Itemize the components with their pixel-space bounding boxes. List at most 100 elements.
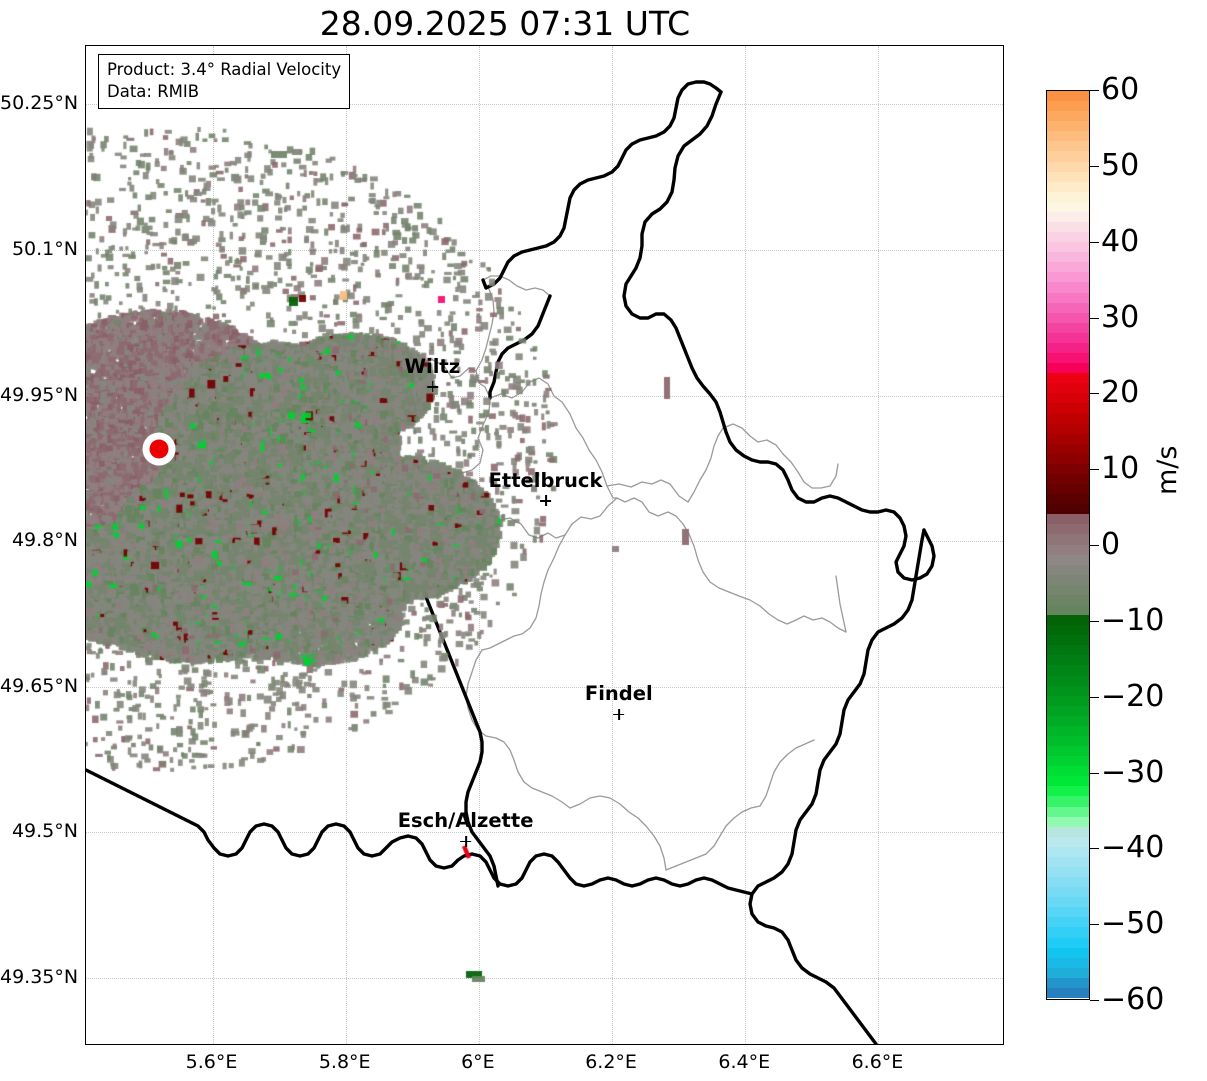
info-product-line: Product: 3.4° Radial Velocity <box>107 60 342 79</box>
colorbar-band <box>1047 383 1089 394</box>
colorbar-band <box>1047 282 1089 293</box>
colorbar-band <box>1047 443 1089 454</box>
colorbar-band <box>1047 151 1089 162</box>
colorbar-tick-label-4: 20 <box>1101 375 1140 411</box>
colorbar-tick-label-5: 10 <box>1101 451 1140 487</box>
y-axis-tick-5: 49.5°N <box>11 820 78 843</box>
colorbar-tick-mark <box>1090 469 1099 471</box>
colorbar-band <box>1047 574 1089 585</box>
colorbar-band <box>1047 977 1089 988</box>
x-axis-tick-5: 6.6°E <box>851 1051 904 1073</box>
colorbar-band <box>1047 786 1089 797</box>
colorbar-tick-label-8: −20 <box>1101 678 1165 714</box>
x-axis-tick-2: 6°E <box>461 1051 495 1073</box>
y-axis-tick-4: 49.65°N <box>0 674 79 697</box>
colorbar-band <box>1047 544 1089 555</box>
city-label-findel: Findel <box>585 684 653 720</box>
colorbar-tick-mark <box>1090 924 1099 926</box>
colorbar-band <box>1047 201 1089 212</box>
colorbar-band <box>1047 101 1089 112</box>
y-axis-tick-2: 49.95°N <box>0 383 79 406</box>
city-label-esch-alzette: Esch/Alzette <box>398 811 533 847</box>
colorbar-band <box>1047 856 1089 868</box>
colorbar-tick-mark <box>1090 1000 1099 1001</box>
colorbar-band <box>1047 171 1089 182</box>
colorbar-band <box>1047 342 1089 354</box>
colorbar-band <box>1047 463 1089 474</box>
colorbar-band <box>1047 393 1089 404</box>
map-plot-inner: Product: 3.4° Radial Velocity Data: RMIB… <box>86 46 1003 1044</box>
colorbar-band <box>1047 846 1089 857</box>
colorbar-band <box>1047 665 1089 676</box>
colorbar-band <box>1047 232 1089 243</box>
colorbar-band <box>1047 473 1089 485</box>
colorbar-band <box>1047 877 1089 888</box>
colorbar-tick-label-6: 0 <box>1101 527 1121 562</box>
colorbar-band <box>1047 322 1089 333</box>
colorbar-gradient <box>1047 91 1089 999</box>
city-cross-marker <box>613 708 625 720</box>
colorbar-band <box>1047 756 1089 767</box>
colorbar-band <box>1047 685 1089 696</box>
colorbar-band <box>1047 211 1089 223</box>
colorbar-tick-mark <box>1090 620 1099 622</box>
colorbar-band <box>1047 655 1089 666</box>
city-label-wiltz: Wiltz <box>404 354 461 393</box>
colorbar-band <box>1047 967 1089 978</box>
colorbar-tick-mark <box>1090 772 1099 774</box>
colorbar-band <box>1047 141 1089 152</box>
colorbar-band <box>1047 907 1089 918</box>
map-plot-area[interactable]: Product: 3.4° Radial Velocity Data: RMIB… <box>85 45 1004 1045</box>
colorbar-band <box>1047 252 1089 263</box>
colorbar-band <box>1047 312 1089 323</box>
city-name-text: Wiltz <box>404 354 461 378</box>
colorbar-band <box>1047 937 1089 948</box>
colorbar-band <box>1047 554 1089 565</box>
colorbar-band <box>1047 947 1089 958</box>
info-data-line: Data: RMIB <box>107 81 200 101</box>
colorbar-band <box>1047 625 1089 636</box>
colorbar-band <box>1047 594 1089 605</box>
colorbar-band <box>1047 524 1089 535</box>
colorbar-band <box>1047 332 1089 343</box>
colorbar-band <box>1047 484 1089 495</box>
colorbar-band <box>1047 373 1089 384</box>
colorbar-band <box>1047 604 1089 616</box>
colorbar-band <box>1047 736 1089 747</box>
colorbar-band <box>1047 645 1089 656</box>
colorbar-tick-mark <box>1090 241 1099 243</box>
colorbar-band <box>1047 494 1089 505</box>
colorbar-band <box>1047 766 1089 777</box>
colorbar-band <box>1047 987 1089 999</box>
y-axis-tick-1: 50.1°N <box>11 237 78 260</box>
city-cross-marker <box>460 835 472 847</box>
colorbar-band <box>1047 816 1089 827</box>
colorbar-tick-mark <box>1090 848 1099 850</box>
colorbar-band <box>1047 191 1089 202</box>
colorbar-band <box>1047 131 1089 142</box>
colorbar-band <box>1047 423 1089 434</box>
colorbar-band <box>1047 957 1089 968</box>
colorbar-band <box>1047 887 1089 898</box>
colorbar-band <box>1047 121 1089 132</box>
city-label-ettelbruck: Ettelbruck <box>489 471 602 507</box>
colorbar-tick-label-9: −30 <box>1101 754 1165 790</box>
colorbar-band <box>1047 242 1089 253</box>
colorbar-tick-mark <box>1090 90 1099 91</box>
colorbar-band <box>1047 806 1089 817</box>
colorbar-band <box>1047 776 1089 787</box>
colorbar-band <box>1047 403 1089 414</box>
colorbar-band <box>1047 836 1089 847</box>
colorbar-band <box>1047 675 1089 686</box>
colorbar-band <box>1047 413 1089 424</box>
colorbar-tick-mark <box>1090 393 1099 395</box>
colorbar-band <box>1047 302 1089 313</box>
x-axis-tick-1: 5.8°E <box>318 1051 371 1073</box>
colorbar-tick-label-10: −40 <box>1101 830 1165 866</box>
colorbar-band <box>1047 353 1089 364</box>
colorbar-band <box>1047 363 1089 374</box>
colorbar[interactable] <box>1046 90 1090 1000</box>
radar-site-marker <box>149 439 169 459</box>
colorbar-band <box>1047 746 1089 757</box>
colorbar-band <box>1047 796 1089 807</box>
